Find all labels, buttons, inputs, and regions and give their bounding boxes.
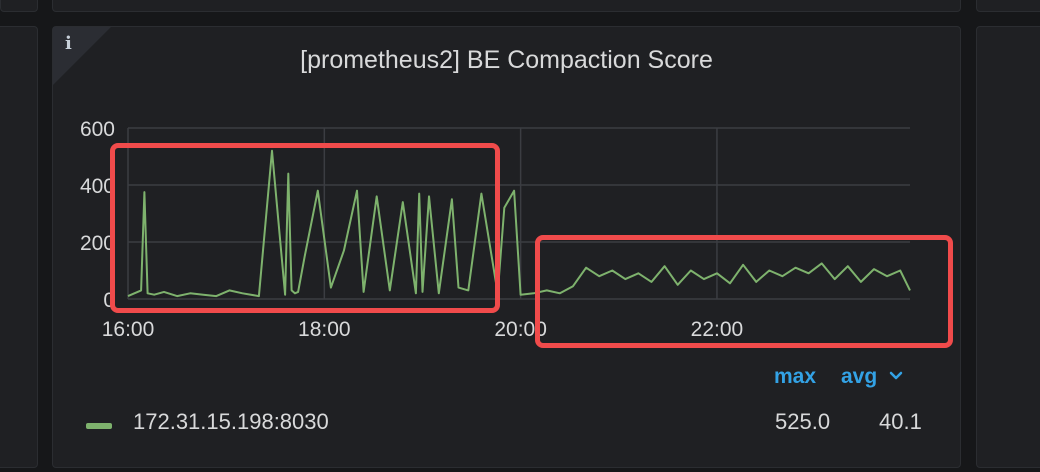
highlight-box-right	[535, 235, 953, 348]
adjacent-panel-top-right	[976, 0, 1040, 12]
info-icon[interactable]: i	[65, 33, 72, 54]
x-tick-label: 20:00	[494, 318, 547, 341]
legend-series-name[interactable]: 172.31.15.198:8030	[133, 409, 329, 434]
x-tick-label: 16:00	[102, 318, 155, 341]
graph-panel: i [prometheus2] BE Compaction Score 0 200…	[52, 26, 961, 468]
legend-header-avg[interactable]: avg	[841, 365, 878, 388]
panel-title[interactable]: [prometheus2] BE Compaction Score	[300, 46, 713, 74]
panel-info-corner[interactable]	[53, 27, 111, 85]
x-tick-label: 18:00	[298, 318, 351, 341]
legend-header-max[interactable]: max	[774, 365, 817, 388]
adjacent-panel-top	[52, 0, 961, 12]
adjacent-panel-right	[976, 26, 1040, 468]
legend-series-max: 525.0	[775, 409, 831, 434]
adjacent-panel-left	[0, 26, 38, 468]
y-tick-label: 600	[80, 118, 115, 141]
legend-series-swatch[interactable]	[86, 423, 112, 429]
series-line[interactable]	[127, 149, 911, 298]
x-tick-label: 22:00	[691, 318, 744, 341]
chevron-down-icon[interactable]	[888, 370, 904, 382]
adjacent-panel-top-left	[0, 0, 38, 12]
chart-area[interactable]: 0 200 400 600 16:00 18:00 20:00 22:00	[53, 27, 960, 357]
legend-series-avg: 40.1	[879, 409, 922, 434]
y-tick-label: 0	[103, 289, 115, 312]
highlight-box-left	[110, 143, 500, 313]
y-tick-label: 400	[80, 175, 115, 198]
y-tick-label: 200	[80, 232, 115, 255]
